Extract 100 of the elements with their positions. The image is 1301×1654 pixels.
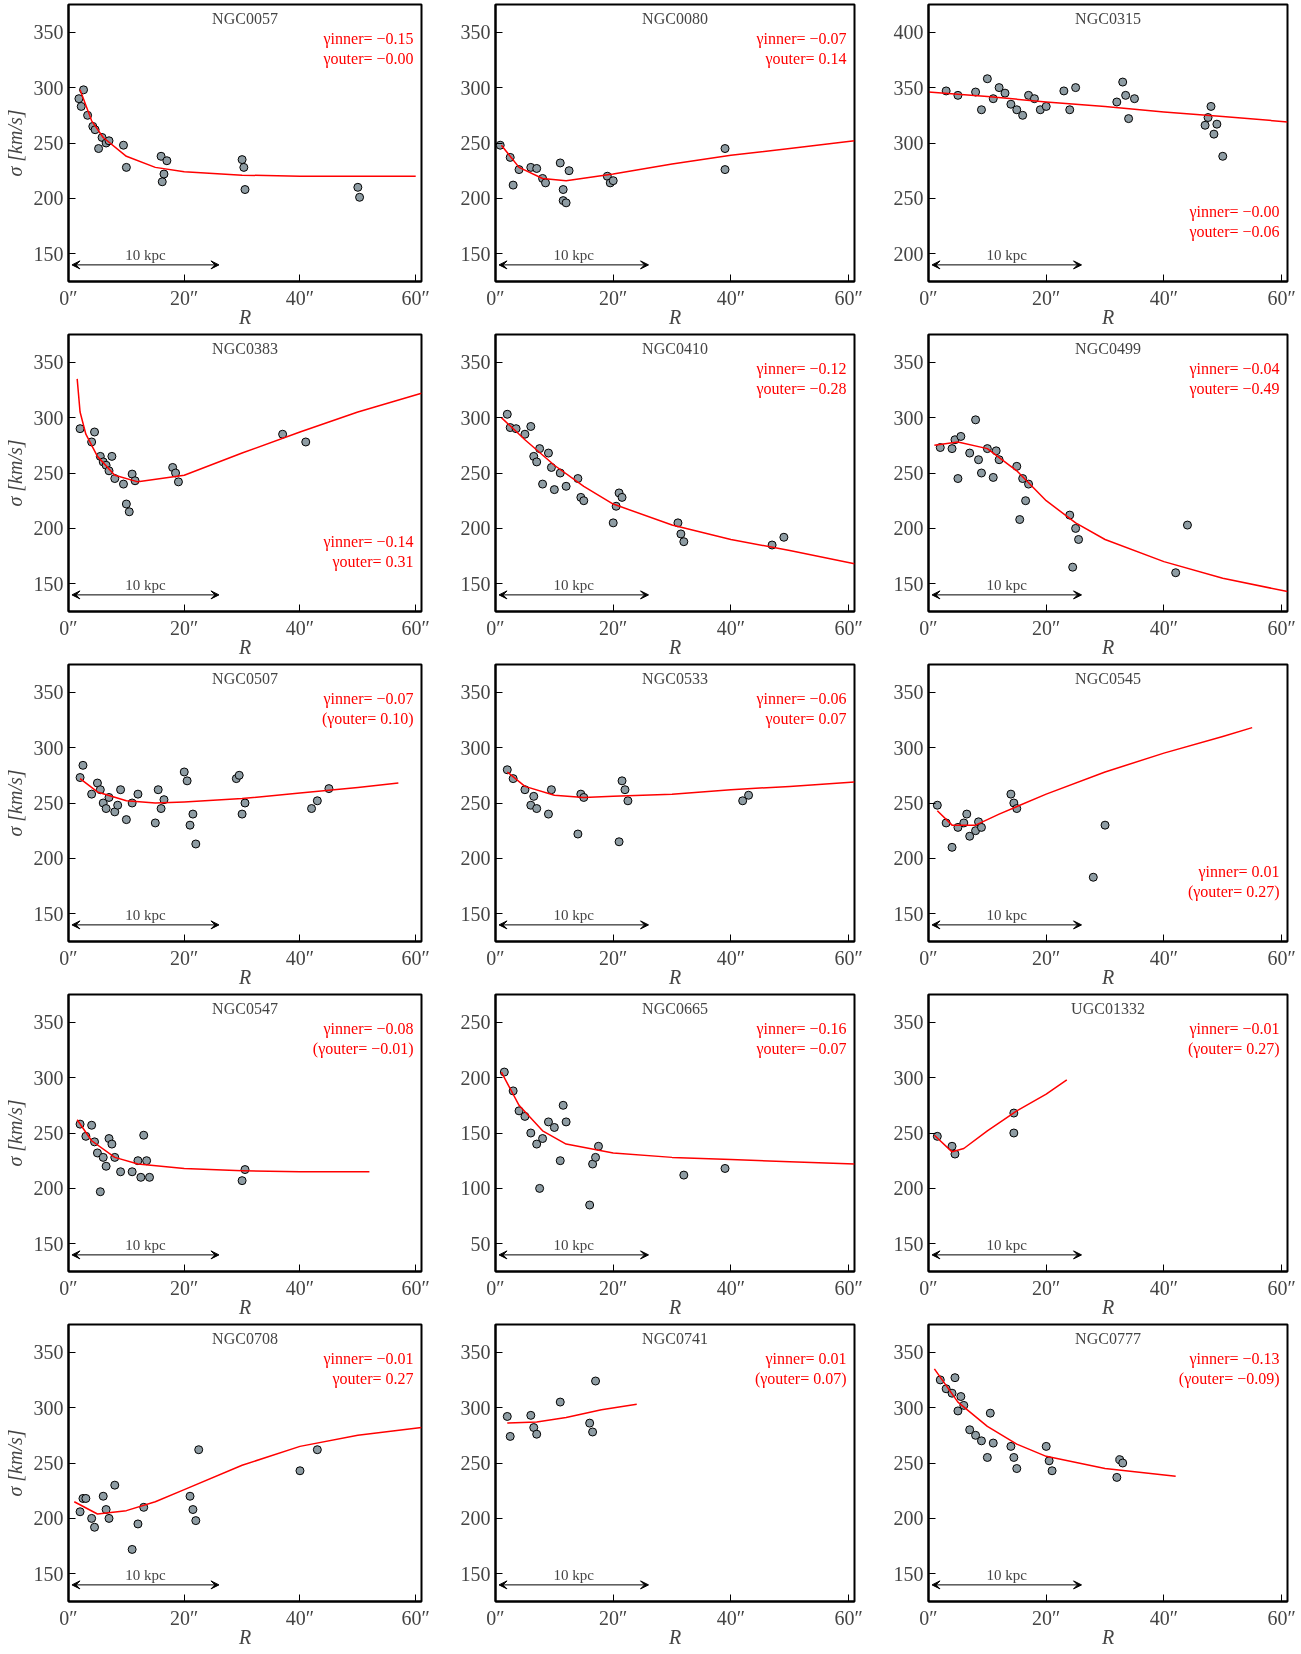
y-tick-label: 150 <box>893 902 924 925</box>
y-tick-label: 350 <box>893 1341 924 1364</box>
annotation: (γouter= −0.09) <box>1178 1369 1280 1388</box>
annotation: γouter= 0.31 <box>331 552 414 571</box>
y-tick-label: 150 <box>460 902 491 925</box>
annotation: γinner= −0.06 <box>755 689 847 708</box>
y-tick-label: 250 <box>460 462 491 484</box>
annotation: (γouter= 0.27) <box>1187 1039 1280 1058</box>
y-tick-label: 150 <box>460 1122 491 1144</box>
y-tick-label: 150 <box>893 1562 924 1585</box>
y-tick-label: 350 <box>33 1341 64 1364</box>
y-tick-label: 200 <box>33 187 64 210</box>
y-tick-label: 350 <box>460 21 491 44</box>
y-axis-title: σ [km/s] <box>3 439 26 507</box>
chart-title: NGC0665 <box>642 999 708 1017</box>
y-tick-label: 200 <box>460 1507 491 1530</box>
annotation: γinner= −0.07 <box>755 29 847 48</box>
y-tick-label: 200 <box>33 1507 64 1530</box>
y-axis-title: σ [km/s] <box>3 1429 26 1497</box>
y-tick-label: 250 <box>33 1122 64 1144</box>
x-tick-label: 20″ <box>599 1276 628 1299</box>
x-tick-label: 20″ <box>170 946 199 969</box>
y-tick-label: 350 <box>893 351 924 374</box>
y-tick-label: 250 <box>893 792 924 814</box>
x-axis-title: R <box>237 305 252 328</box>
annotation: 10 kpc <box>553 576 595 593</box>
x-axis-title: R <box>667 1625 682 1648</box>
x-tick-label: 40″ <box>1149 286 1179 309</box>
x-tick-label: 0″ <box>59 616 78 639</box>
y-tick-label: 250 <box>460 792 491 814</box>
y-tick-label: 350 <box>33 681 64 704</box>
chart-title: NGC0499 <box>1075 339 1141 357</box>
chart-title: NGC0545 <box>1075 669 1141 687</box>
y-tick-label: 200 <box>893 1177 924 1200</box>
chart-title: NGC0315 <box>1075 9 1141 27</box>
chart-title: NGC0383 <box>212 339 278 357</box>
y-tick-label: 300 <box>33 76 64 99</box>
x-axis-title: R <box>667 1295 682 1318</box>
x-tick-label: 20″ <box>1032 286 1061 309</box>
annotation: 10 kpc <box>125 1566 167 1583</box>
y-tick-label: 100 <box>460 1177 491 1200</box>
y-tick-label: 350 <box>893 1011 924 1034</box>
annotation: 10 kpc <box>553 906 595 923</box>
annotation: γinner= −0.08 <box>322 1019 414 1038</box>
x-tick-label: 40″ <box>1149 616 1179 639</box>
y-tick-label: 300 <box>893 132 924 154</box>
annotation: 10 kpc <box>125 576 167 593</box>
annotation: γouter= 0.27 <box>331 1369 414 1388</box>
annotation: γinner= −0.07 <box>322 689 414 708</box>
x-tick-label: 60″ <box>401 1606 430 1629</box>
y-tick-label: 250 <box>33 462 64 484</box>
y-tick-label: 200 <box>460 847 491 870</box>
x-tick-label: 60″ <box>1267 1276 1296 1299</box>
chart-title: NGC0410 <box>642 339 708 357</box>
y-tick-label: 250 <box>893 1122 924 1144</box>
x-tick-label: 0″ <box>919 1606 938 1629</box>
chart-title: NGC0533 <box>642 669 708 687</box>
y-tick-label: 300 <box>460 736 491 759</box>
chart-title: NGC0057 <box>212 9 278 27</box>
annotation: 10 kpc <box>553 1236 595 1253</box>
x-tick-label: 0″ <box>59 286 78 309</box>
x-axis-title: R <box>667 635 682 658</box>
x-tick-label: 40″ <box>716 616 746 639</box>
x-tick-label: 20″ <box>170 1606 199 1629</box>
annotation: γouter= 0.07 <box>764 709 847 728</box>
x-axis-title: R <box>1100 635 1115 658</box>
y-tick-label: 250 <box>893 462 924 484</box>
y-tick-label: 200 <box>893 242 924 265</box>
x-axis-title: R <box>1100 1295 1115 1318</box>
x-tick-label: 0″ <box>59 1606 78 1629</box>
x-tick-label: 20″ <box>170 286 199 309</box>
y-axis-title: σ [km/s] <box>3 109 26 177</box>
annotation: γinner= −0.01 <box>322 1349 414 1368</box>
x-tick-label: 0″ <box>919 616 938 639</box>
x-tick-label: 20″ <box>1032 946 1061 969</box>
y-tick-label: 350 <box>460 1341 491 1364</box>
x-tick-label: 0″ <box>919 946 938 969</box>
y-tick-label: 350 <box>460 351 491 374</box>
y-tick-label: 150 <box>33 1562 64 1585</box>
y-tick-label: 150 <box>33 572 64 595</box>
annotation: 10 kpc <box>125 246 167 263</box>
x-tick-label: 0″ <box>486 1276 505 1299</box>
y-tick-label: 300 <box>33 406 64 429</box>
y-tick-label: 350 <box>893 681 924 704</box>
x-axis-title: R <box>1100 305 1115 328</box>
chart-title: NGC0507 <box>212 669 278 687</box>
annotation: 10 kpc <box>986 906 1028 923</box>
y-tick-label: 350 <box>33 351 64 374</box>
y-tick-label: 300 <box>893 406 924 429</box>
annotation: γinner= −0.12 <box>755 359 847 378</box>
x-axis-title: R <box>667 965 682 988</box>
annotation: γinner= −0.01 <box>1188 1019 1280 1038</box>
y-tick-label: 300 <box>460 76 491 99</box>
annotation: γinner= −0.04 <box>1188 359 1280 378</box>
y-tick-label: 250 <box>33 792 64 814</box>
x-tick-label: 40″ <box>1149 946 1179 969</box>
annotation: γinner= −0.13 <box>1188 1349 1280 1368</box>
y-axis-title: σ [km/s] <box>3 1099 26 1167</box>
y-tick-label: 250 <box>33 132 64 154</box>
x-tick-label: 60″ <box>834 616 863 639</box>
